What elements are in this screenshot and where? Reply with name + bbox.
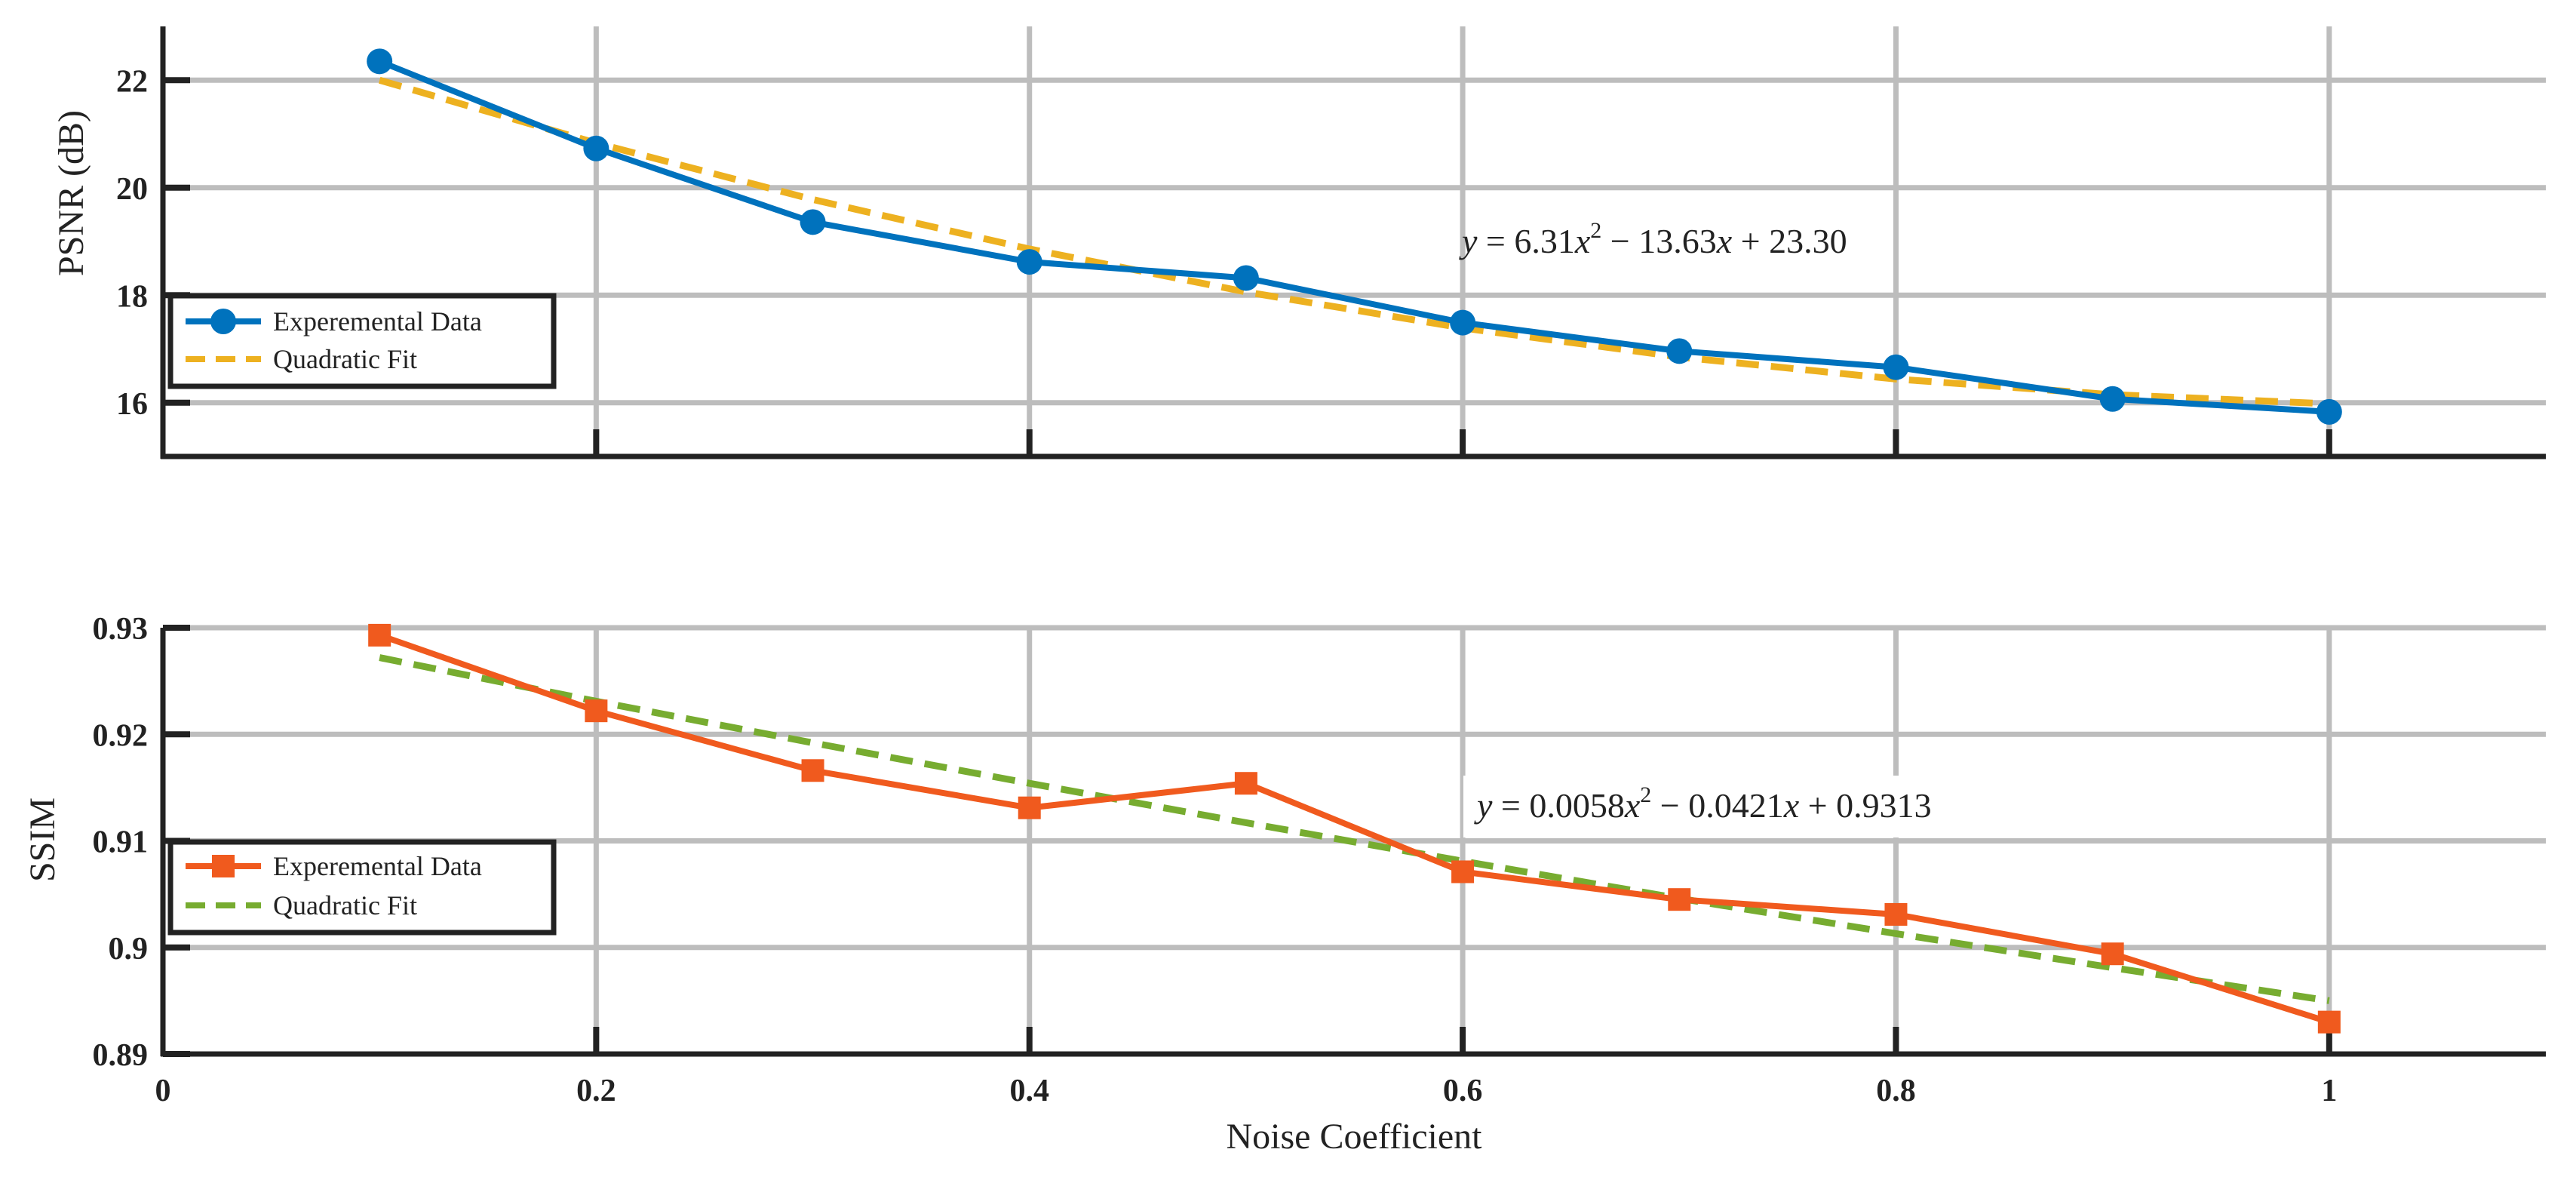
psnr-fit-equation: y = 6.31x2 − 13.63x + 23.30 <box>1459 218 1847 260</box>
psnr-data-point <box>2316 398 2342 425</box>
psnr-markers <box>367 48 2342 425</box>
ssim-data-line <box>378 632 2331 1025</box>
psnr-data-point <box>1233 265 1259 291</box>
ssim-ytick-label: 0.89 <box>93 1038 149 1073</box>
ssim-fit-line <box>379 654 2330 1004</box>
psnr-legend: Experemental Data Quadratic Fit <box>167 293 557 389</box>
ssim-panel: 0.890.90.910.920.93 0 0.2 0.4 0.6 0.8 1 SSIM … <box>23 612 2546 1157</box>
psnr-ytick-label: 22 <box>116 64 148 99</box>
psnr-data-point <box>1666 338 1693 364</box>
ssim-fit-equation: y = 0.0058x2 − 0.0421x + 0.9313 <box>1474 782 1932 825</box>
psnr-data-point <box>1016 249 1042 275</box>
ssim-xtick-label: 0.4 <box>1009 1074 1049 1108</box>
psnr-data-line <box>378 58 2330 415</box>
psnr-legend-box <box>167 293 557 389</box>
psnr-data-point <box>367 48 393 75</box>
psnr-grid <box>163 26 2546 456</box>
ssim-xtick-label: 0.6 <box>1443 1074 1483 1108</box>
psnr-fit-line <box>378 76 2330 407</box>
ssim-fit-layer <box>379 654 2330 1004</box>
psnr-fit-layer <box>378 76 2330 407</box>
ssim-equation-backdrop <box>1463 776 2053 837</box>
psnr-legend-data-label: Experemental Data <box>273 306 482 337</box>
ssim-xtick-label: 0.2 <box>576 1074 616 1108</box>
ssim-legend: Experemental Data Quadratic Fit <box>167 839 557 936</box>
psnr-data-layer <box>378 58 2330 415</box>
psnr-data-point <box>583 135 609 161</box>
ssim-data-point <box>1668 888 1691 911</box>
ssim-ytick-label: 0.93 <box>93 612 149 647</box>
ssim-ylabel: SSIM <box>23 797 63 882</box>
psnr-data-point <box>800 209 826 235</box>
ssim-ytick-label: 0.92 <box>93 718 149 753</box>
ssim-xtick-label: 0 <box>155 1074 171 1108</box>
psnr-data-point <box>1883 354 1909 380</box>
ssim-legend-fit-label: Quadratic Fit <box>273 890 417 920</box>
psnr-data-point <box>2099 386 2126 412</box>
ssim-data-point <box>2317 1010 2341 1034</box>
ssim-data-point <box>585 699 608 723</box>
ssim-legend-data-label: Experemental Data <box>273 851 482 881</box>
ssim-ytick-label: 0.91 <box>93 825 149 860</box>
ssim-axes <box>160 625 2546 1057</box>
ssim-legend-data-marker <box>212 855 235 877</box>
ssim-markers <box>368 623 2341 1034</box>
psnr-ytick-label: 16 <box>116 387 148 422</box>
psnr-ytick-labels: 16 18 20 22 <box>116 64 148 422</box>
psnr-axes <box>160 26 2546 459</box>
ssim-ytick-labels: 0.89 0.9 0.91 0.92 0.93 <box>93 612 149 1073</box>
psnr-data-point <box>1450 309 1476 336</box>
ssim-data-point <box>1451 860 1475 884</box>
psnr-ytick-label: 20 <box>116 172 148 207</box>
ssim-xtick-label: 0.8 <box>1876 1074 1916 1108</box>
ssim-xtick-labels: 0 0.2 0.4 0.6 0.8 1 <box>155 1074 2338 1108</box>
ssim-data-point <box>2101 942 2124 966</box>
ssim-data-point <box>801 759 824 782</box>
psnr-ylabel: PSNR (dB) <box>51 110 91 276</box>
psnr-panel: 16 18 20 22 PSNR (dB) y = 6.31x2 − 13.63x +… <box>51 26 2546 459</box>
psnr-ytick-label: 18 <box>116 279 148 314</box>
ssim-data-point <box>1884 902 1908 926</box>
ssim-ytick-label: 0.9 <box>109 932 149 966</box>
psnr-legend-fit-label: Quadratic Fit <box>273 344 417 374</box>
psnr-legend-data-marker <box>210 309 236 334</box>
ssim-xtick-label: 1 <box>2321 1074 2337 1108</box>
xlabel: Noise Coefficient <box>1226 1117 1482 1157</box>
ssim-data-layer <box>378 632 2331 1025</box>
ssim-data-point <box>1018 796 1041 819</box>
ssim-data-point <box>368 623 391 647</box>
ssim-data-point <box>1234 772 1257 795</box>
